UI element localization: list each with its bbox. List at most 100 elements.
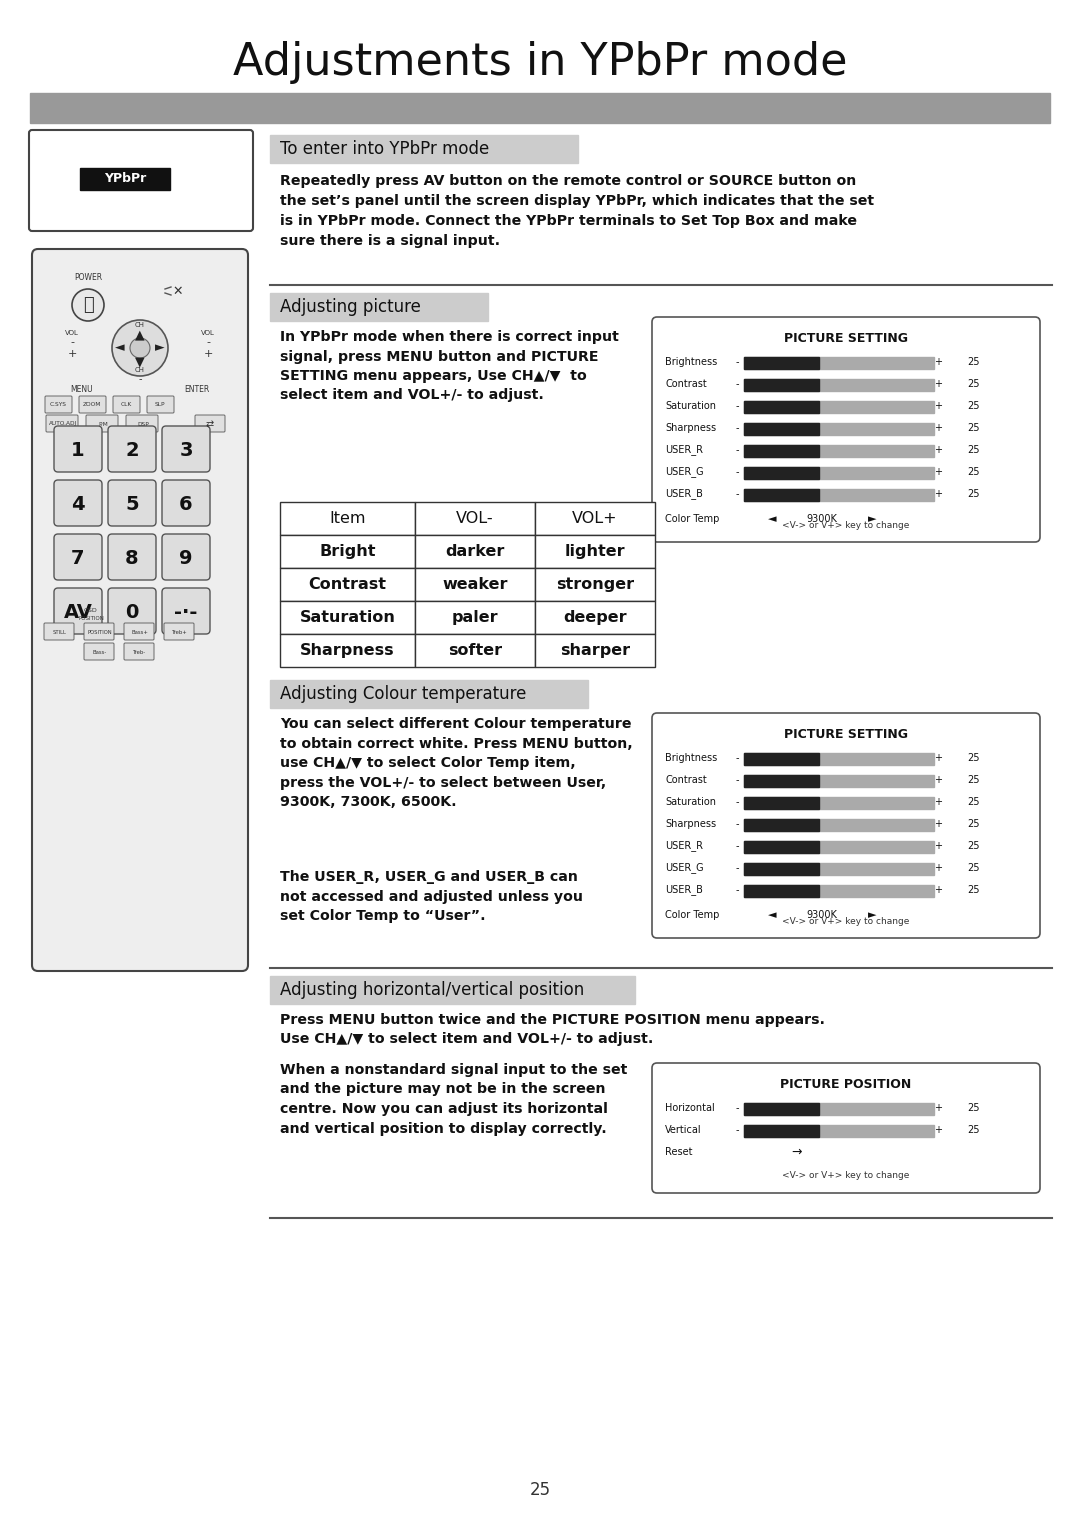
FancyBboxPatch shape: [113, 395, 140, 412]
Text: POSITION: POSITION: [78, 615, 104, 620]
Text: Sharpness: Sharpness: [665, 423, 716, 434]
Text: Bass-: Bass-: [93, 649, 107, 655]
Text: Bright: Bright: [320, 544, 376, 559]
Text: weaker: weaker: [442, 577, 508, 592]
Bar: [415, 568, 535, 602]
Text: Repeatedly press AV button on the remote control or SOURCE button on
the set’s p: Repeatedly press AV button on the remote…: [280, 174, 874, 249]
Bar: [744, 886, 934, 896]
FancyBboxPatch shape: [652, 1063, 1040, 1193]
Text: You can select different Colour temperature
to obtain correct white. Press MENU : You can select different Colour temperat…: [280, 718, 633, 809]
Text: Reset: Reset: [665, 1147, 692, 1157]
Text: ENTER: ENTER: [185, 385, 210, 394]
Text: <V-> or V+> key to change: <V-> or V+> key to change: [782, 1171, 909, 1180]
FancyBboxPatch shape: [162, 588, 210, 634]
Text: 25: 25: [967, 489, 980, 499]
Text: AV: AV: [64, 603, 93, 621]
Text: deeper: deeper: [563, 609, 626, 625]
Text: 1: 1: [71, 440, 85, 460]
Bar: [744, 1102, 934, 1115]
Text: Bass+: Bass+: [132, 629, 148, 635]
Bar: [744, 423, 819, 435]
Text: 25: 25: [967, 379, 980, 389]
Text: ✕: ✕: [173, 284, 184, 298]
Bar: [744, 1125, 934, 1138]
Text: darker: darker: [445, 544, 504, 559]
Text: -: -: [735, 444, 739, 455]
Text: -: -: [735, 797, 739, 806]
Text: CH: CH: [135, 322, 145, 328]
Bar: [744, 753, 934, 765]
Text: 25: 25: [967, 797, 980, 806]
Text: Item: Item: [329, 512, 366, 525]
FancyBboxPatch shape: [195, 415, 225, 432]
Text: -: -: [138, 374, 141, 383]
Bar: [280, 568, 415, 602]
Text: 25: 25: [967, 818, 980, 829]
Text: ZOOM: ZOOM: [83, 403, 102, 408]
Bar: [744, 467, 934, 479]
Text: lighter: lighter: [565, 544, 625, 559]
Text: C.SYS: C.SYS: [50, 403, 67, 408]
Text: 25: 25: [529, 1481, 551, 1500]
Text: ◄: ◄: [116, 342, 125, 354]
Bar: [744, 402, 934, 412]
Text: Adjusting horizontal/vertical position: Adjusting horizontal/vertical position: [280, 980, 584, 999]
Text: -: -: [735, 776, 739, 785]
Text: -: -: [735, 357, 739, 366]
Text: sharper: sharper: [559, 643, 630, 658]
Text: +: +: [934, 444, 942, 455]
Bar: [744, 1102, 819, 1115]
Bar: [270, 680, 588, 709]
Text: +: +: [934, 1125, 942, 1135]
Text: USER_B: USER_B: [665, 489, 703, 499]
Text: 7: 7: [71, 548, 84, 568]
Text: ◄: ◄: [768, 515, 777, 524]
Text: 9300K: 9300K: [807, 515, 837, 524]
Text: -: -: [735, 379, 739, 389]
Text: +: +: [934, 818, 942, 829]
FancyBboxPatch shape: [108, 588, 156, 634]
Bar: [744, 423, 934, 435]
Text: 25: 25: [967, 776, 980, 785]
Text: -: -: [735, 489, 739, 499]
Bar: [270, 293, 488, 321]
Text: PICTURE SETTING: PICTURE SETTING: [784, 727, 908, 741]
Text: Contrast: Contrast: [309, 577, 387, 592]
FancyBboxPatch shape: [32, 249, 248, 971]
Text: -: -: [70, 337, 75, 347]
Text: VOL+: VOL+: [572, 512, 618, 525]
Bar: [744, 797, 819, 809]
Text: MENU: MENU: [70, 385, 93, 394]
FancyBboxPatch shape: [54, 588, 102, 634]
Text: ▲: ▲: [135, 328, 145, 342]
FancyBboxPatch shape: [29, 130, 253, 231]
Text: STILL: STILL: [53, 629, 67, 635]
Bar: [270, 976, 635, 1003]
Bar: [744, 841, 934, 854]
Text: paler: paler: [451, 609, 498, 625]
Bar: [535, 502, 654, 534]
Text: Sharpness: Sharpness: [300, 643, 395, 658]
Text: +: +: [934, 467, 942, 476]
Bar: [535, 534, 654, 568]
Bar: [280, 602, 415, 634]
Text: DSP: DSP: [137, 421, 149, 426]
Text: ►: ►: [867, 515, 876, 524]
Text: Color Temp: Color Temp: [665, 910, 719, 919]
Text: 4: 4: [71, 495, 85, 513]
Text: 25: 25: [967, 402, 980, 411]
Text: 6: 6: [179, 495, 193, 513]
Text: Contrast: Contrast: [665, 379, 706, 389]
Text: stronger: stronger: [556, 577, 634, 592]
Bar: [744, 776, 934, 786]
Bar: [744, 489, 819, 501]
Bar: [744, 379, 934, 391]
Text: -·-: -·-: [174, 603, 198, 621]
Text: Sharpness: Sharpness: [665, 818, 716, 829]
Bar: [744, 379, 819, 391]
Text: +: +: [934, 797, 942, 806]
Text: 2: 2: [125, 440, 139, 460]
Text: +: +: [203, 350, 213, 359]
Text: -: -: [735, 886, 739, 895]
Bar: [415, 534, 535, 568]
